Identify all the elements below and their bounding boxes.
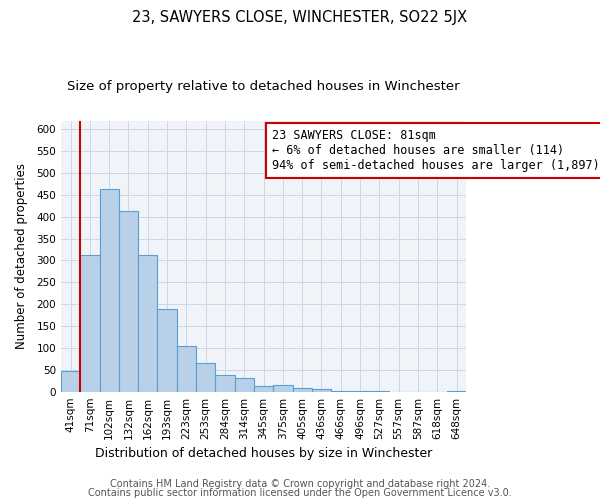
Text: Contains public sector information licensed under the Open Government Licence v3: Contains public sector information licen… (88, 488, 512, 498)
Bar (350, 391, 370, 392)
Text: 23 SAWYERS CLOSE: 81sqm
← 6% of detached houses are smaller (114)
94% of semi-de: 23 SAWYERS CLOSE: 81sqm ← 6% of detached… (272, 128, 600, 172)
Bar (119, 211, 138, 392)
Bar (331, 391, 350, 392)
X-axis label: Distribution of detached houses by size in Winchester: Distribution of detached houses by size … (95, 447, 432, 460)
Bar (293, 388, 312, 392)
Bar (61, 370, 80, 392)
Bar (177, 346, 196, 392)
Bar (273, 385, 293, 392)
Title: Size of property relative to detached houses in Winchester: Size of property relative to detached ho… (67, 80, 460, 93)
Bar (100, 189, 119, 392)
Text: 23, SAWYERS CLOSE, WINCHESTER, SO22 5JX: 23, SAWYERS CLOSE, WINCHESTER, SO22 5JX (133, 10, 467, 25)
Y-axis label: Number of detached properties: Number of detached properties (15, 163, 28, 349)
Bar (215, 375, 235, 392)
Bar (80, 255, 100, 392)
Bar (138, 255, 157, 392)
Text: Contains HM Land Registry data © Crown copyright and database right 2024.: Contains HM Land Registry data © Crown c… (110, 479, 490, 489)
Bar (312, 390, 331, 392)
Bar (254, 386, 273, 392)
Bar (196, 363, 215, 392)
Bar (157, 310, 177, 392)
Bar (235, 378, 254, 392)
